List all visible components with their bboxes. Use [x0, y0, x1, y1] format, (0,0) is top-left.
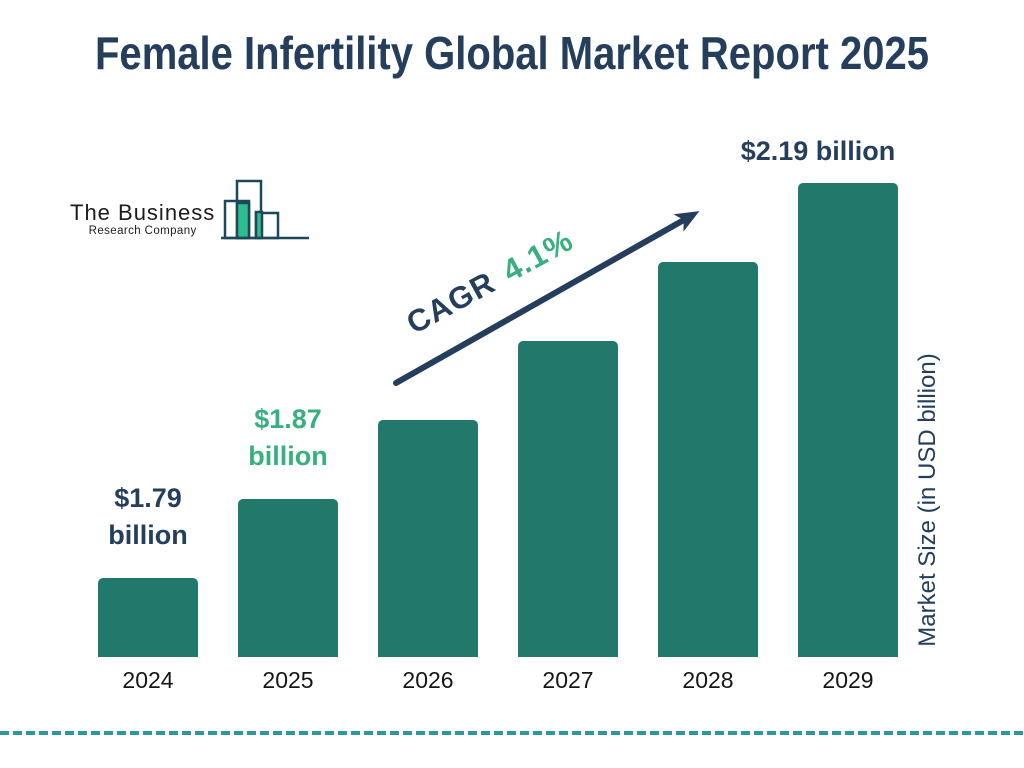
- brand-subname: Research Company: [88, 225, 197, 237]
- brand-logo: The Business Research Company: [70, 178, 311, 240]
- bar-2029: [798, 183, 898, 657]
- value-label-line: billion: [108, 520, 188, 550]
- bar-2028: [658, 262, 758, 657]
- x-tick-2027: 2027: [542, 667, 594, 693]
- value-label-line: $1.79: [114, 483, 182, 513]
- cagr-value: 4.1%: [496, 222, 579, 289]
- value-label-2025: $1.87 billion: [178, 401, 398, 475]
- x-tick-2028: 2028: [682, 667, 734, 693]
- value-label-2024: $1.79 billion: [38, 480, 258, 554]
- page-title: Female Infertility Global Market Report …: [94, 27, 930, 79]
- x-tick-2029: 2029: [822, 667, 874, 693]
- value-label-2029: $2.19 billion: [708, 133, 928, 170]
- x-tick-2024: 2024: [122, 667, 174, 693]
- cagr-label: CAGR: [400, 264, 502, 341]
- brand-name: The Business: [70, 200, 216, 225]
- x-tick-2025: 2025: [262, 667, 314, 693]
- y-axis-label: Market Size (in USD billion): [914, 353, 941, 647]
- x-tick-2026: 2026: [402, 667, 454, 693]
- brand-logo-text: The Business Research Company: [70, 201, 215, 240]
- bar-2024: [98, 578, 198, 657]
- cagr-annotation: CAGR4.1%: [401, 222, 580, 341]
- value-label-line: $1.87: [254, 404, 322, 434]
- bar-2027: [518, 341, 618, 657]
- bar-2025: [238, 499, 338, 657]
- value-label-line: $2.19 billion: [740, 136, 896, 166]
- bar-chart-logo-icon: [221, 179, 310, 240]
- bar-2026: [378, 420, 478, 657]
- bottom-dashed-line: [0, 731, 1024, 735]
- value-label-line: billion: [248, 441, 328, 471]
